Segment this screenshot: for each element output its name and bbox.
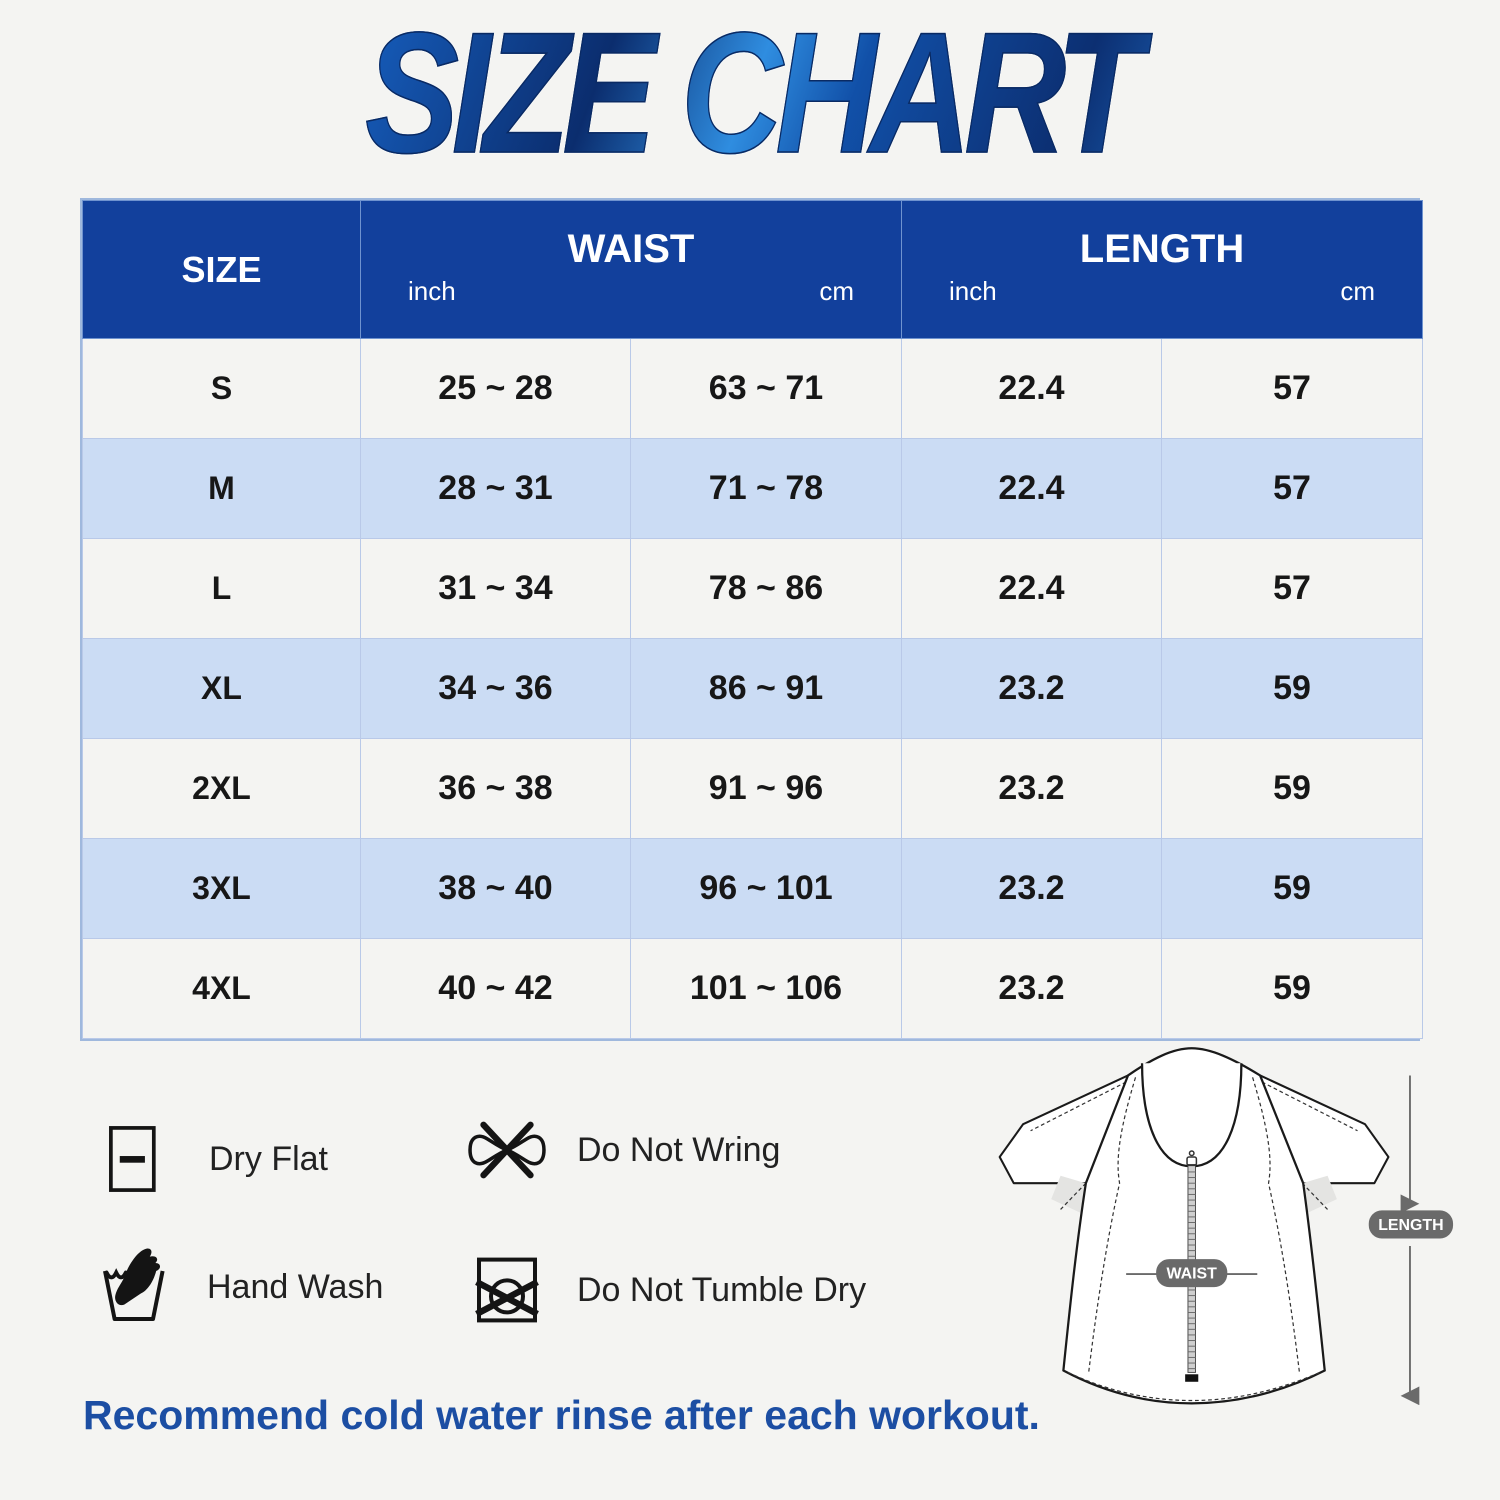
svg-text:WAIST: WAIST (1167, 1266, 1218, 1283)
svg-text:LENGTH: LENGTH (1378, 1217, 1443, 1234)
